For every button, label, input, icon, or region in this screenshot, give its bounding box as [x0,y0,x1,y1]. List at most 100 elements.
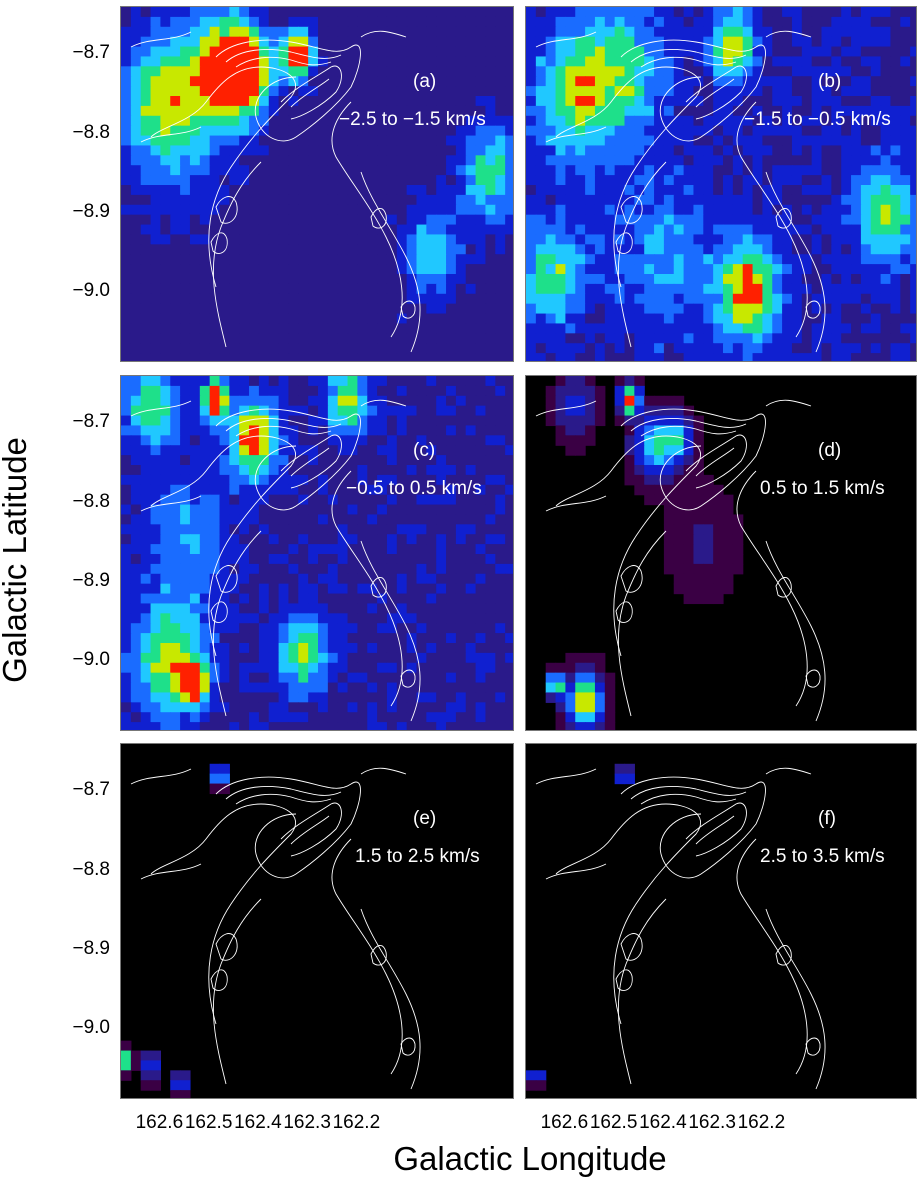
heatmap-cell [841,86,852,97]
heatmap-cell [644,135,655,147]
heatmap-cell [644,145,655,156]
heatmap-cell [288,36,299,48]
heatmap-cell [239,76,250,87]
heatmap-cell [732,86,744,97]
heatmap-cell [545,234,557,245]
heatmap-cell [526,224,537,236]
heatmap-cell [585,66,596,77]
heatmap-cell [801,46,813,58]
heatmap-cell [416,385,427,397]
heatmap-cell [229,46,240,58]
heatmap-cell [426,494,437,506]
heatmap-cell [130,7,142,18]
heatmap-cell [121,385,132,397]
heatmap-cell [723,96,734,107]
heatmap-cell [150,145,161,156]
heatmap-cell [258,425,270,436]
heatmap-cell [406,86,418,97]
heatmap-cell [199,313,211,325]
heatmap-cell [890,7,901,18]
heatmap-cell [495,56,506,67]
heatmap-cell [288,115,299,127]
heatmap-cell [189,165,201,176]
heatmap-cell [140,573,152,585]
heatmap-cell [475,234,487,245]
heatmap-cell [732,36,744,48]
heatmap-cell [199,484,211,496]
contour-line [630,786,747,800]
heatmap-cell [318,643,329,654]
heatmap-cell [644,293,655,305]
heatmap-cell [594,66,606,77]
heatmap-cell [396,303,408,315]
heatmap-cell [604,26,616,38]
heatmap-cell [545,244,557,255]
heatmap-cell [545,303,557,315]
heatmap-cell [140,204,152,216]
heatmap-cell [140,583,152,595]
heatmap-cell [436,26,447,38]
heatmap-cell [821,185,832,196]
heatmap-cell [436,76,447,87]
heatmap-cell [347,593,358,605]
heatmap-cell [170,303,181,315]
heatmap-cell [249,385,260,397]
heatmap-cell [189,244,201,255]
heatmap-cell [455,333,467,344]
heatmap-cell [663,254,675,265]
heatmap-cell [357,333,368,344]
heatmap-cell [436,56,447,67]
heatmap-cell [693,593,704,605]
heatmap-cell [585,323,596,334]
heatmap-cell [446,7,457,18]
contour-line [630,418,747,432]
heatmap-cell [575,56,586,67]
heatmap-cell [841,96,852,107]
heatmap-cell [742,244,754,255]
heatmap-cell [683,204,695,216]
heatmap-cell [614,303,626,315]
heatmap-cell [189,115,201,127]
heatmap-cell [426,175,437,186]
heatmap-cell [644,234,655,245]
contour-line [360,171,421,353]
heatmap-cell [180,474,191,486]
heatmap-cell [298,712,309,723]
heatmap-cell [318,474,329,486]
heatmap-cell [298,165,309,176]
heatmap-cell [535,1070,547,1081]
heatmap-cell [386,672,398,684]
heatmap-cell [673,244,685,255]
heatmap-cell [268,234,280,245]
heatmap-cell [347,86,358,97]
heatmap-cell [189,283,201,295]
heatmap-cell [121,1050,132,1062]
heatmap-cell [870,7,882,18]
heatmap-cell [180,524,191,535]
heatmap-cell [644,224,655,236]
heatmap-cell [347,303,358,315]
heatmap-cell [455,303,467,315]
heatmap-cell [634,333,645,344]
heatmap-cell [318,376,329,387]
heatmap-cell [268,682,280,694]
heatmap-cell [396,494,408,506]
heatmap-cell [268,26,280,38]
heatmap-cell [436,583,447,595]
heatmap-cell [367,105,378,117]
heatmap-cell [121,376,132,387]
heatmap-cell [772,7,783,18]
heatmap-cell [654,145,665,156]
heatmap-cell [900,86,911,97]
heatmap-cell [416,702,427,713]
heatmap-cell [150,712,161,723]
heatmap-cell [703,165,714,176]
heatmap-cell [485,514,496,525]
heatmap-cell [229,504,240,516]
heatmap-cell [377,722,388,730]
heatmap-cell [229,303,240,315]
heatmap-cell [782,313,793,325]
heatmap-cell [386,66,398,77]
heatmap-cell [851,224,862,236]
heatmap-cell [475,293,487,305]
